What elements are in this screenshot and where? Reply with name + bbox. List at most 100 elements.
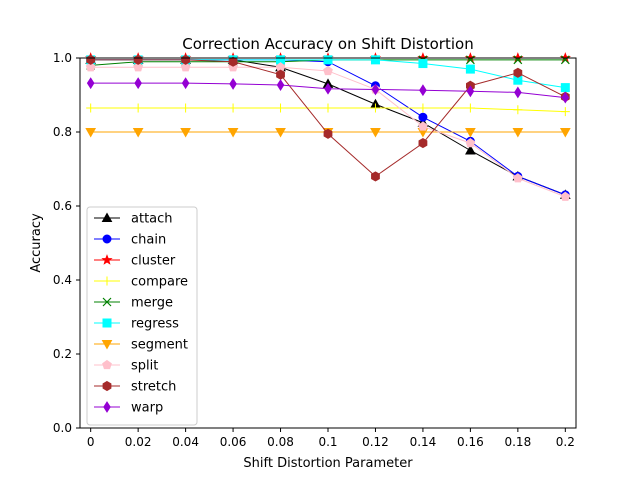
- data-point-stretch: [276, 69, 285, 80]
- legend-marker-chain: [102, 234, 112, 244]
- legend-item-split: split: [94, 359, 158, 374]
- data-point-merge: [513, 55, 523, 65]
- data-point-warp: [324, 82, 332, 95]
- data-point-stretch: [418, 138, 428, 149]
- y-tick-label: 1.0: [53, 51, 72, 65]
- data-point-compare: [323, 103, 333, 113]
- data-point-attach: [465, 144, 476, 155]
- data-point-stretch: [323, 128, 333, 139]
- data-point-stretch: [133, 54, 143, 65]
- data-point-warp: [276, 79, 285, 91]
- data-point-stretch: [181, 54, 190, 65]
- y-tick-label: 0.8: [53, 125, 72, 139]
- x-tick-label: 0.04: [172, 435, 199, 449]
- legend-label: cluster: [131, 254, 176, 269]
- data-point-compare: [133, 103, 143, 113]
- legend-marker-warp: [103, 401, 111, 413]
- legend-label: attach: [131, 212, 173, 227]
- data-point-compare: [228, 103, 238, 113]
- data-point-warp: [181, 77, 190, 90]
- data-point-compare: [560, 107, 570, 117]
- x-tick-label: 0.12: [362, 435, 389, 449]
- data-point-split: [85, 62, 96, 72]
- data-point-regress: [370, 55, 380, 65]
- legend-label: split: [131, 359, 158, 374]
- x-tick-label: 0.16: [457, 435, 484, 449]
- data-point-merge: [465, 55, 475, 65]
- legend-label: compare: [131, 275, 188, 290]
- legend-marker-stretch: [102, 380, 112, 392]
- series-attach: [85, 54, 571, 199]
- data-point-warp: [229, 77, 237, 90]
- legend-label: segment: [131, 338, 188, 353]
- data-point-split: [512, 173, 523, 183]
- legend-marker-segment: [101, 340, 113, 350]
- data-point-stretch: [513, 67, 523, 78]
- data-point-segment: [85, 128, 97, 138]
- data-point-compare: [181, 103, 191, 113]
- legend-item-compare: compare: [94, 275, 188, 290]
- data-point-regress: [418, 59, 428, 69]
- data-point-warp: [419, 84, 427, 97]
- x-tick-label: 0.06: [220, 435, 247, 449]
- series-layer: [85, 52, 571, 201]
- data-point-warp: [86, 77, 95, 90]
- x-tick-label: 0.02: [125, 435, 152, 449]
- data-point-warp: [514, 86, 522, 99]
- data-point-segment: [180, 128, 191, 138]
- legend-marker-attach: [101, 212, 113, 222]
- series-compare: [86, 103, 570, 117]
- x-tick-label: 0.18: [504, 435, 531, 449]
- legend: attach chain cluster compare merge regress seg…: [86, 206, 198, 426]
- data-point-stretch: [371, 171, 380, 182]
- data-point-stretch: [86, 54, 96, 65]
- legend-label: chain: [131, 233, 166, 248]
- data-point-merge: [560, 55, 570, 65]
- data-point-split: [323, 65, 333, 76]
- x-tick-label: 0: [87, 435, 95, 449]
- data-point-segment: [512, 128, 524, 138]
- x-axis: 0 0.02 0.04 0.06 0.08 0.1 0.12 0.14 0.16 0.18 0.2: [87, 428, 575, 449]
- y-tick-label: 0.4: [53, 273, 72, 287]
- data-point-segment: [227, 128, 239, 138]
- legend-marker-split: [102, 359, 112, 370]
- legend-label: merge: [131, 296, 173, 311]
- legend-item-regress: regress: [94, 317, 179, 332]
- legend-label: regress: [131, 317, 179, 332]
- legend-label: stretch: [131, 380, 176, 395]
- legend-label: warp: [131, 401, 163, 416]
- data-point-compare: [276, 103, 286, 113]
- legend-item-stretch: stretch: [94, 380, 176, 395]
- y-tick-label: 0.6: [53, 199, 72, 213]
- y-tick-label: 0.0: [53, 421, 72, 435]
- data-point-segment: [132, 128, 144, 138]
- x-tick-label: 0.08: [267, 435, 294, 449]
- data-point-compare: [513, 105, 523, 115]
- legend-marker-regress: [102, 318, 112, 328]
- data-point-warp: [134, 77, 142, 90]
- series-warp: [86, 77, 570, 104]
- x-tick-label: 0.14: [410, 435, 437, 449]
- data-point-segment: [275, 128, 286, 138]
- data-point-chain: [418, 112, 428, 122]
- data-point-segment: [465, 128, 476, 138]
- chart-title: Correction Accuracy on Shift Distortion: [182, 35, 473, 53]
- legend-item-merge: merge: [94, 296, 173, 311]
- series-segment: [85, 128, 571, 138]
- y-tick-label: 0.2: [53, 347, 72, 361]
- data-point-regress: [560, 83, 570, 93]
- data-point-warp: [561, 91, 570, 104]
- data-point-split: [560, 191, 571, 201]
- legend-marker-compare: [102, 276, 112, 286]
- x-axis-title: Shift Distortion Parameter: [243, 456, 413, 471]
- data-point-split: [180, 62, 191, 72]
- data-point-split: [418, 121, 428, 131]
- legend-item-warp: warp: [94, 401, 163, 416]
- legend-marker-cluster: [101, 254, 113, 265]
- data-point-stretch: [228, 56, 238, 67]
- data-point-regress: [323, 55, 333, 65]
- data-point-split: [133, 62, 144, 72]
- y-axis-title: Accuracy: [29, 213, 44, 273]
- x-tick-label: 0.1: [318, 435, 337, 449]
